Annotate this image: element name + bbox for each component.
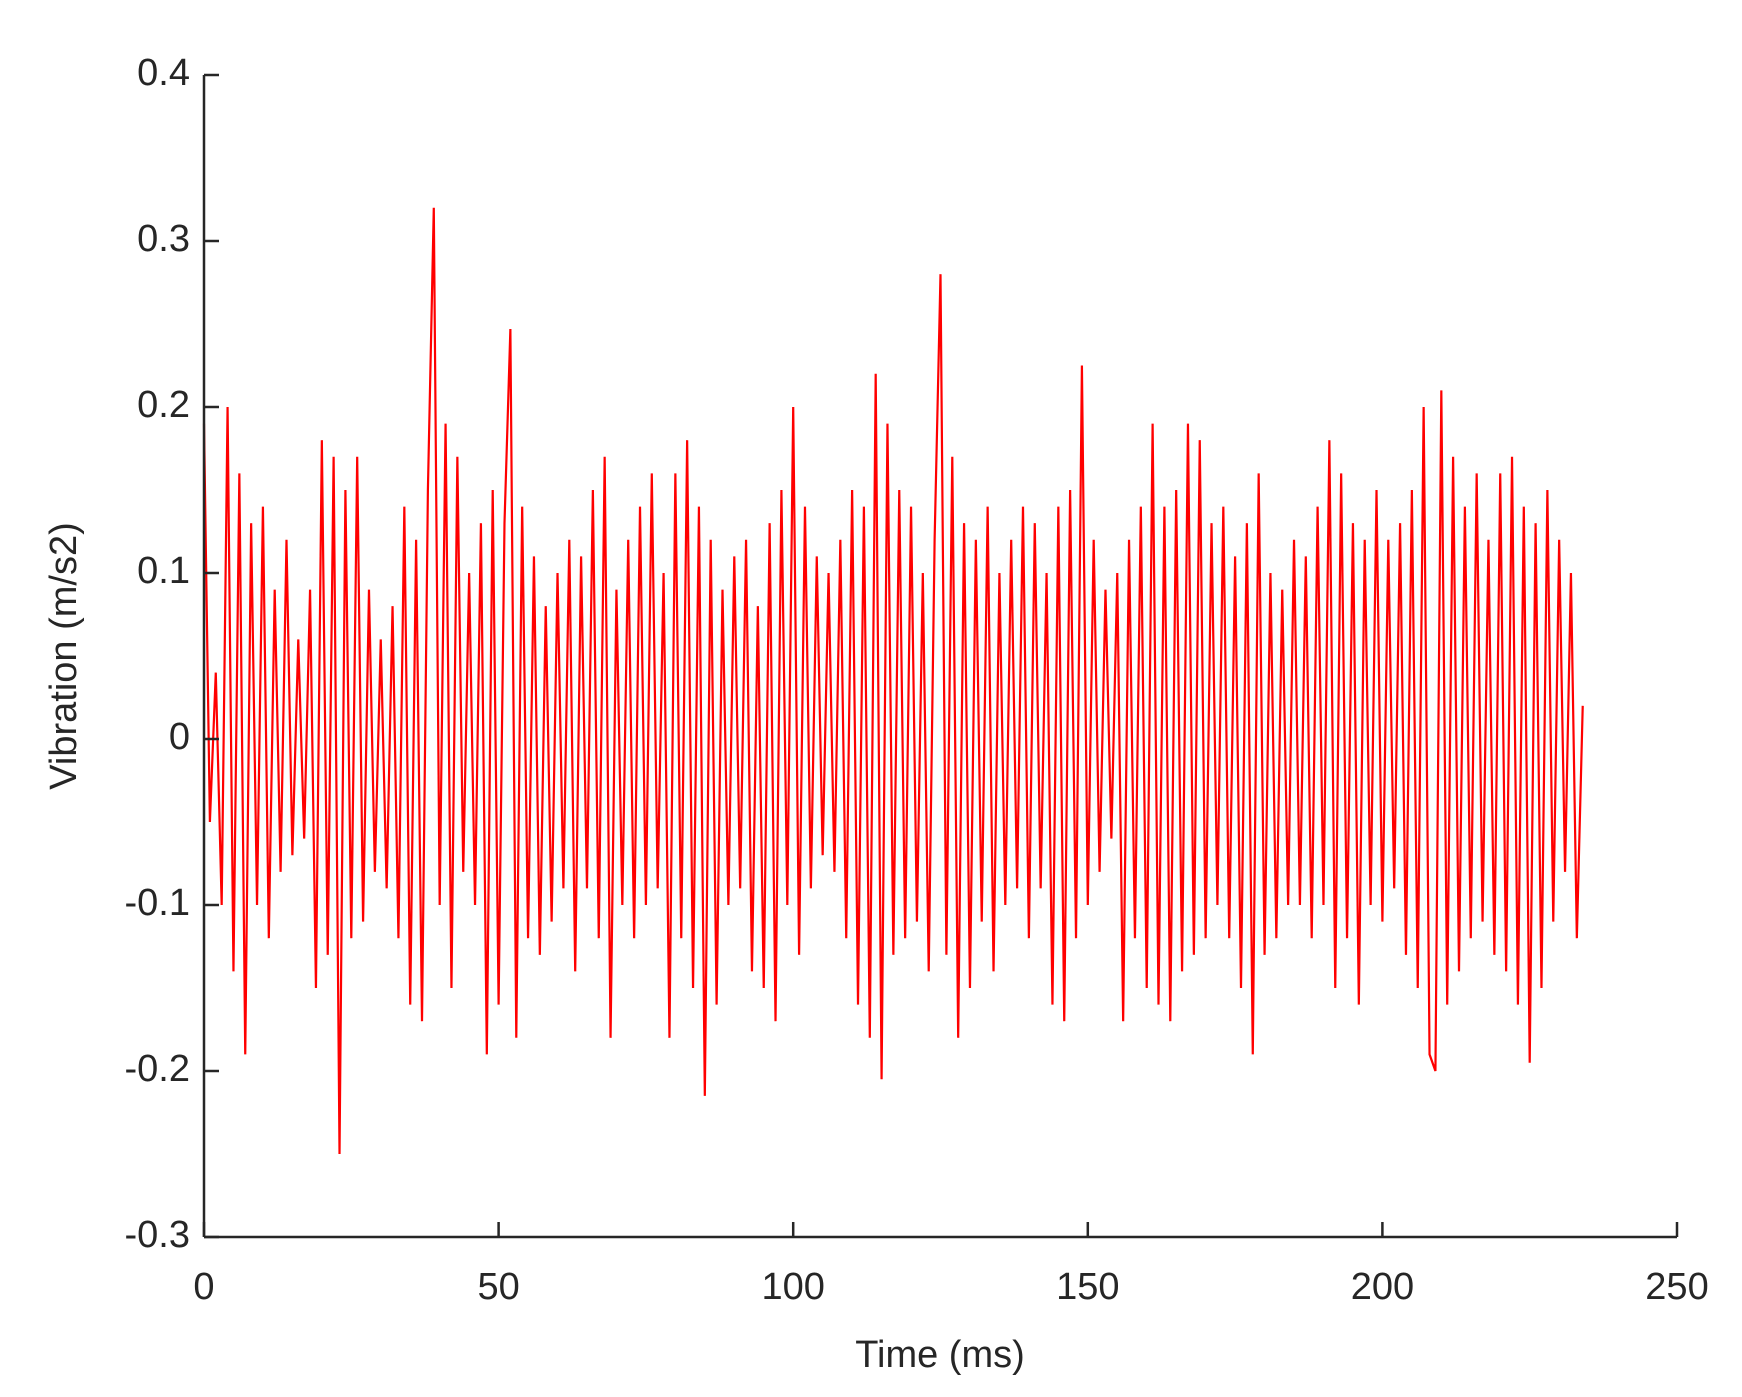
y-tick-label: 0.4 xyxy=(137,52,190,94)
y-tick-label: 0 xyxy=(169,716,190,758)
data-line xyxy=(202,207,1584,1155)
x-tick-label: 50 xyxy=(477,1266,519,1308)
y-tick-label: 0.2 xyxy=(137,384,190,426)
y-tick-label: 0.1 xyxy=(137,550,190,592)
y-tick-label: 0.3 xyxy=(137,218,190,260)
y-tick-label: -0.2 xyxy=(125,1048,190,1090)
x-tick-label: 150 xyxy=(1056,1266,1119,1308)
x-tick-label: 250 xyxy=(1645,1266,1708,1308)
y-tick-label: -0.1 xyxy=(125,882,190,924)
x-tick-label: 0 xyxy=(193,1266,214,1308)
x-tick-label: 200 xyxy=(1351,1266,1414,1308)
y-axis-label: Vibration (m/s2) xyxy=(43,522,85,790)
x-axis-label: Time (ms) xyxy=(855,1334,1025,1376)
x-tick-label: 100 xyxy=(761,1266,824,1308)
y-tick-label: -0.3 xyxy=(125,1214,190,1256)
